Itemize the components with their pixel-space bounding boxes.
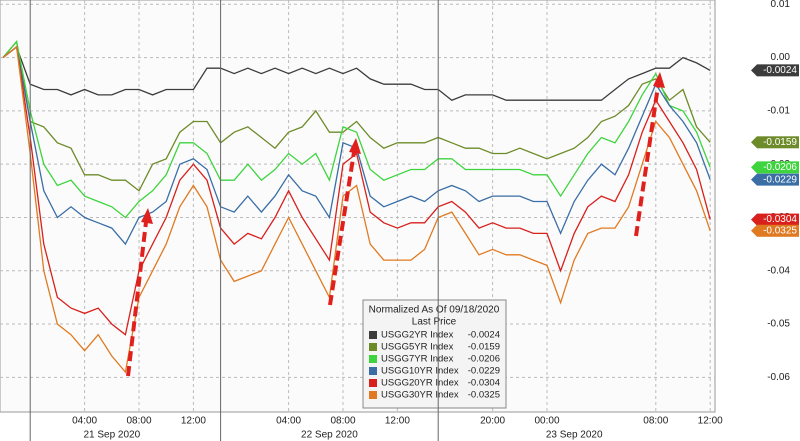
last-price-tag	[757, 136, 799, 149]
legend-value: -0.0024	[468, 330, 500, 341]
last-price-tag	[757, 224, 799, 237]
date-label: 23 Sep 2020	[546, 430, 603, 441]
last-price-label: -0.0024	[763, 65, 797, 76]
arrow-head	[653, 72, 665, 88]
annotation-arrows	[126, 85, 660, 377]
legend-value: -0.0206	[468, 354, 500, 365]
arrow-heads	[141, 72, 665, 224]
x-tick-label: 04:00	[276, 416, 301, 427]
legend-swatch	[369, 343, 377, 351]
legend-label: USGG7YR Index	[381, 354, 454, 365]
x-tick-label: 12:00	[181, 416, 206, 427]
date-label: 21 Sep 2020	[83, 430, 140, 441]
last-price-label: -0.0325	[763, 225, 797, 236]
series-line	[2, 45, 711, 374]
x-tick-label: 00:00	[534, 416, 559, 427]
legend-label: USGG5YR Index	[381, 342, 454, 353]
last-price-pointer	[751, 136, 757, 149]
legend-label: USGG30YR Index	[381, 390, 459, 401]
arrow	[328, 151, 356, 306]
arrow-head	[349, 138, 361, 154]
series-line	[2, 45, 711, 101]
legend-swatch	[369, 355, 377, 363]
last-price-label: -0.0304	[763, 214, 797, 225]
date-label: 22 Sep 2020	[301, 430, 358, 441]
last-price-label: -0.0159	[763, 137, 797, 148]
arrow	[634, 85, 660, 237]
x-tick-label: 04:00	[72, 416, 97, 427]
legend: Normalized As Of 09/18/2020 Last Price U…	[362, 299, 507, 409]
last-price-tag	[757, 161, 799, 174]
legend-swatch	[369, 391, 377, 399]
last-price-tag	[757, 173, 799, 186]
y-tick-label: -0.01	[767, 106, 790, 117]
last-price-label: -0.0229	[763, 174, 797, 185]
x-tick-label: 08:00	[330, 416, 355, 427]
x-tick-label: 08:00	[643, 416, 668, 427]
legend-value: -0.0229	[468, 366, 500, 377]
arrow-head	[141, 208, 153, 224]
last-price-pointer	[751, 213, 757, 226]
series-line	[2, 40, 711, 219]
last-price-pointer	[751, 224, 757, 237]
last-price-pointer	[751, 64, 757, 77]
legend-box	[362, 299, 507, 409]
last-price-label: -0.0206	[763, 162, 797, 173]
y-tick-label: -0.06	[767, 372, 790, 383]
legend-items: USGG2YR Index -0.0024 USGG5YR Index -0.0159…	[369, 330, 500, 401]
last-price-pointer	[751, 161, 757, 174]
legend-subtitle: Last Price	[412, 317, 457, 328]
y-tick-label: 0.01	[771, 0, 791, 10]
last-price-pointer	[751, 173, 757, 186]
plot-area	[0, 0, 716, 413]
legend-label: USGG2YR Index	[381, 330, 454, 341]
legend-swatch	[369, 367, 377, 375]
legend-title: Normalized As Of 09/18/2020	[369, 305, 500, 316]
legend-value: -0.0325	[468, 390, 500, 401]
legend-swatch	[369, 331, 377, 339]
x-tick-label: 12:00	[698, 416, 723, 427]
x-tick-label: 08:00	[126, 416, 151, 427]
series-line	[2, 45, 711, 336]
grid	[0, 0, 715, 412]
legend-swatch	[369, 379, 377, 387]
legend-value: -0.0159	[468, 342, 500, 353]
y-tick-label: -0.04	[767, 265, 790, 276]
legend-label: USGG20YR Index	[381, 378, 459, 389]
y-tick-label: -0.05	[767, 319, 790, 330]
x-tick-label: 12:00	[385, 416, 410, 427]
legend-label: USGG10YR Index	[381, 366, 459, 377]
legend-value: -0.0304	[468, 378, 500, 389]
y-tick-label: 0.00	[771, 52, 791, 63]
series-line	[2, 40, 711, 192]
x-tick-label: 20:00	[480, 416, 505, 427]
last-price-tag	[757, 213, 799, 226]
arrow	[126, 221, 148, 377]
last-price-tag	[757, 64, 799, 77]
